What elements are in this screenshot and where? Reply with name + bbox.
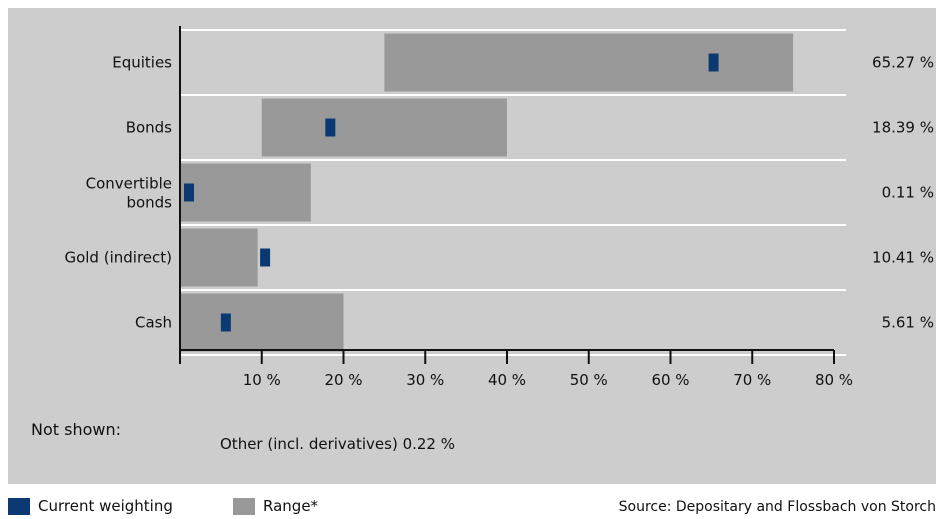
- range-bar: [180, 163, 311, 222]
- legend-current: Current weighting: [8, 497, 173, 515]
- category-label: Cash: [135, 314, 172, 332]
- x-tick-label: 60 %: [651, 371, 689, 389]
- legend-range: Range*: [233, 497, 318, 515]
- current-marker: [260, 248, 271, 267]
- current-marker: [708, 53, 719, 72]
- value-label: 0.11 %: [882, 184, 934, 202]
- current-marker: [325, 118, 336, 137]
- x-tick-label: 10 %: [243, 371, 281, 389]
- value-label: 5.61 %: [882, 314, 934, 332]
- chart-panel: Equities 65.27 % Bonds 18.39 % Convertible bo…: [8, 8, 936, 484]
- category-label: Gold (indirect): [64, 249, 172, 267]
- range-bar: [180, 228, 258, 287]
- source-note: Source: Depositary and Flossbach von Sto…: [618, 499, 936, 515]
- legend-range-swatch: [233, 497, 255, 515]
- legend-range-label: Range*: [263, 497, 319, 515]
- x-tick-label: 80 %: [815, 371, 853, 389]
- not-shown-item: Other (incl. derivatives) 0.22 %: [220, 435, 455, 453]
- category-label: Equities: [112, 54, 172, 72]
- range-bar: [261, 98, 507, 157]
- legend-current-swatch: [8, 497, 30, 515]
- category-label: Bonds: [126, 119, 172, 137]
- range-bar: [384, 33, 794, 92]
- current-marker: [220, 313, 231, 332]
- range-chart: Equities 65.27 % Bonds 18.39 % Convertible bo…: [64, 26, 934, 389]
- value-label: 65.27 %: [872, 54, 934, 72]
- value-label: 10.41 %: [872, 249, 934, 267]
- x-tick-label: 50 %: [570, 371, 608, 389]
- x-tick-label: 70 %: [733, 371, 771, 389]
- x-tick-label: 40 %: [488, 371, 526, 389]
- legend-current-label: Current weighting: [38, 497, 173, 515]
- range-bar: [180, 293, 344, 352]
- category-label: Convertible bonds: [86, 175, 173, 212]
- not-shown-label: Not shown:: [31, 420, 121, 439]
- x-tick-label: 30 %: [406, 371, 444, 389]
- legend: Current weighting Range* Source: Deposit…: [8, 497, 936, 519]
- current-marker: [184, 183, 194, 202]
- value-label: 18.39 %: [872, 119, 934, 137]
- x-tick-label: 20 %: [324, 371, 362, 389]
